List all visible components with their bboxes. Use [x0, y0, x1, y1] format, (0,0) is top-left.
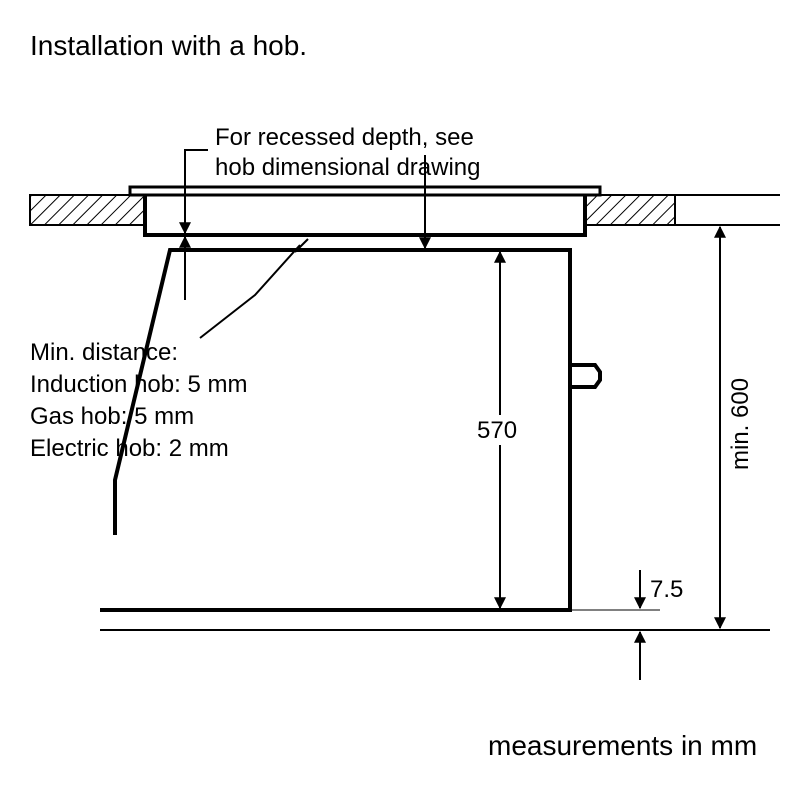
note-line1: For recessed depth, see	[215, 124, 474, 151]
footer: measurements in mm	[488, 730, 757, 761]
title: Installation with a hob.	[30, 30, 307, 61]
dim-min600-label: min. 600	[727, 378, 754, 470]
dim-7_5-label: 7.5	[650, 576, 683, 603]
leader-min-distance	[200, 245, 300, 338]
oven-vent	[570, 365, 600, 387]
countertop-left	[30, 195, 145, 225]
dim-570-label: 570	[477, 417, 517, 444]
min-distance-gas: Gas hob: 5 mm	[30, 403, 194, 430]
min-distance-electric: Electric hob: 2 mm	[30, 435, 229, 462]
note-line2: hob dimensional drawing	[215, 154, 481, 181]
countertop-right	[585, 195, 675, 225]
hob-recess	[145, 195, 585, 235]
min-distance-induction: Induction hob: 5 mm	[30, 371, 247, 398]
installation-diagram: Installation with a hob. For recessed de…	[0, 0, 800, 800]
min-distance-title: Min. distance:	[30, 339, 178, 366]
hob-plate	[130, 187, 600, 195]
